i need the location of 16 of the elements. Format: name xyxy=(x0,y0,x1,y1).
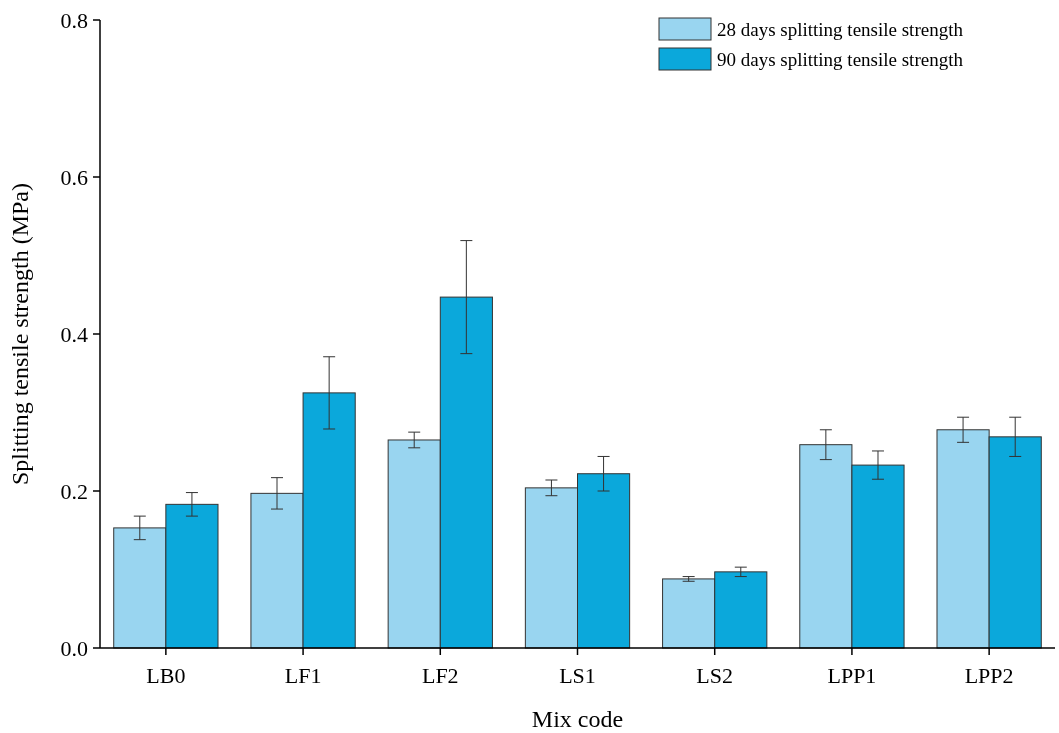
x-tick-label: LS1 xyxy=(559,663,596,688)
x-tick-label: LPP2 xyxy=(964,663,1014,688)
legend-label: 28 days splitting tensile strength xyxy=(717,18,964,40)
y-tick-label: 0.8 xyxy=(60,7,88,33)
y-tick-label: 0.2 xyxy=(60,478,88,504)
x-tick-label: LS2 xyxy=(696,663,734,688)
x-tick-label: LF1 xyxy=(284,663,322,688)
legend-label: 90 days splitting tensile strength xyxy=(717,48,964,70)
x-axis-title: Mix code xyxy=(531,706,624,732)
y-axis-title: Splitting tensile strength (MPa) xyxy=(7,183,33,485)
x-tick-label: LB0 xyxy=(146,663,186,688)
y-tick-label: 0.4 xyxy=(60,321,88,347)
y-tick-label: 0.6 xyxy=(60,164,88,190)
x-tick-label: LF2 xyxy=(421,663,459,688)
x-tick-label: LPP1 xyxy=(827,663,877,688)
y-tick-label: 0.0 xyxy=(60,635,88,661)
